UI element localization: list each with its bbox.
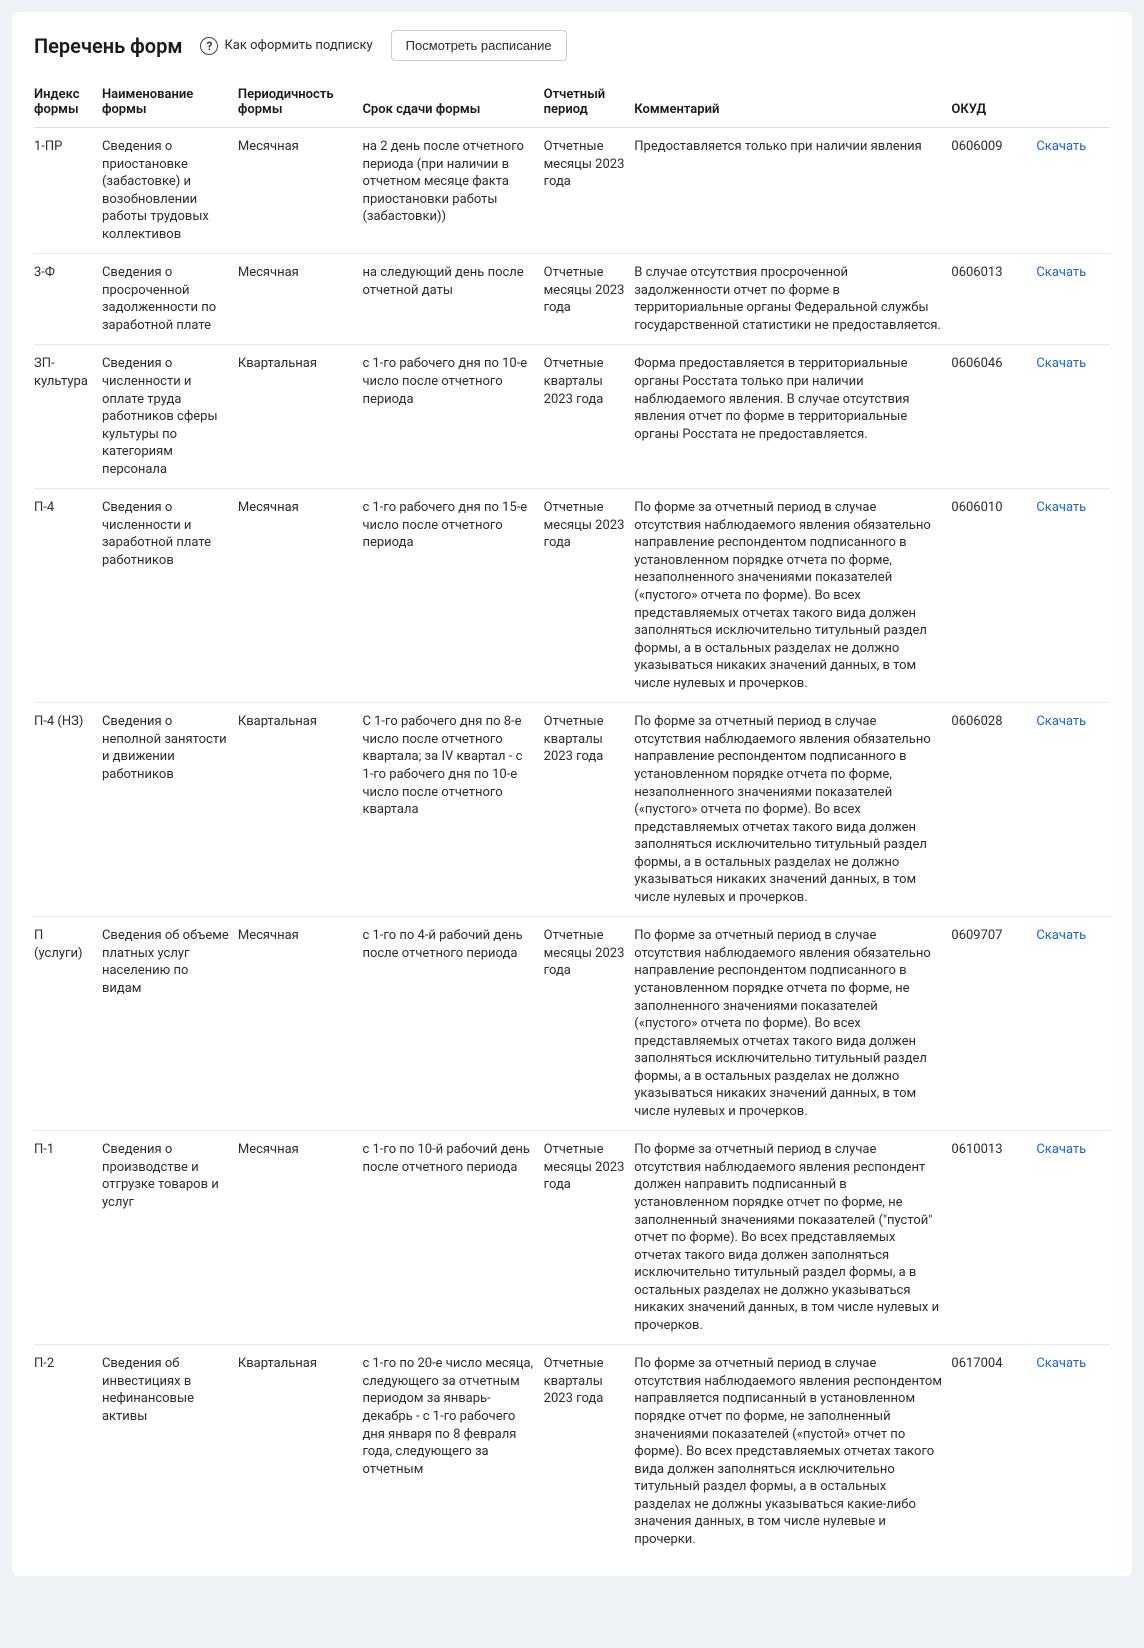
col-header-index: Индекс формы [34,77,102,128]
cell-index: П-1 [34,1131,102,1345]
cell-name: Сведения о численности и оплате труда ра… [102,345,238,489]
download-link[interactable]: Скачать [1036,139,1086,154]
table-row: П-1Сведения о производстве и отгрузке то… [34,1131,1110,1345]
download-link[interactable]: Скачать [1036,1356,1086,1371]
cell-comment: По форме за отчетный период в случае отс… [634,917,951,1131]
col-header-download [1036,77,1110,128]
col-header-deadline: Срок сдачи формы [362,77,543,128]
table-row: 3-ФСведения о просроченной задолженности… [34,254,1110,345]
cell-comment: По форме за отчетный период в случае отс… [634,1131,951,1345]
table-row: ЗП-культураСведения о численности и опла… [34,345,1110,489]
col-header-comment: Комментарий [634,77,951,128]
schedule-button[interactable]: Посмотреть расписание [391,30,567,61]
cell-periodicity: Квартальная [238,1345,363,1559]
cell-download: Скачать [1036,703,1110,917]
help-link[interactable]: ? Как оформить подписку [200,37,372,55]
cell-index: П-4 [34,489,102,703]
cell-report-period: Отчетные кварталы 2023 года [544,345,635,489]
col-header-okud: ОКУД [951,77,1036,128]
cell-download: Скачать [1036,345,1110,489]
download-link[interactable]: Скачать [1036,1142,1086,1157]
download-link[interactable]: Скачать [1036,265,1086,280]
cell-name: Сведения о просроченной задолженности по… [102,254,238,345]
table-row: П (услуги)Сведения об объеме платных усл… [34,917,1110,1131]
cell-comment: По форме за отчетный период в случае отс… [634,703,951,917]
download-link[interactable]: Скачать [1036,356,1086,371]
cell-report-period: Отчетные месяцы 2023 года [544,254,635,345]
cell-deadline: С 1-го рабочего дня по 8-е число после о… [362,703,543,917]
cell-name: Сведения о неполной занятости и движении… [102,703,238,917]
cell-report-period: Отчетные месяцы 2023 года [544,917,635,1131]
cell-download: Скачать [1036,1131,1110,1345]
cell-periodicity: Месячная [238,254,363,345]
col-header-periodicity: Периодичность формы [238,77,363,128]
download-link[interactable]: Скачать [1036,714,1086,729]
cell-okud: 0610013 [951,1131,1036,1345]
table-row: П-2Сведения об инвестициях в нефинансовы… [34,1345,1110,1559]
cell-okud: 0606046 [951,345,1036,489]
cell-periodicity: Месячная [238,128,363,254]
cell-periodicity: Месячная [238,489,363,703]
cell-name: Сведения об объеме платных услуг населен… [102,917,238,1131]
table-row: П-4Сведения о численности и заработной п… [34,489,1110,703]
cell-download: Скачать [1036,489,1110,703]
cell-periodicity: Квартальная [238,345,363,489]
cell-comment: По форме за отчетный период в случае отс… [634,1345,951,1559]
cell-periodicity: Месячная [238,917,363,1131]
cell-report-period: Отчетные кварталы 2023 года [544,703,635,917]
cell-comment: Предоставляется только при наличии явлен… [634,128,951,254]
cell-name: Сведения о приостановке (забастовке) и в… [102,128,238,254]
help-label: Как оформить подписку [224,38,372,53]
cell-download: Скачать [1036,1345,1110,1559]
cell-okud: 0606028 [951,703,1036,917]
cell-name: Сведения о численности и заработной плат… [102,489,238,703]
cell-periodicity: Квартальная [238,703,363,917]
table-row: П-4 (НЗ)Сведения о неполной занятости и … [34,703,1110,917]
cell-periodicity: Месячная [238,1131,363,1345]
download-link[interactable]: Скачать [1036,500,1086,515]
col-header-name: Наименование формы [102,77,238,128]
cell-comment: В случае отсутствия просроченной задолже… [634,254,951,345]
cell-deadline: с 1-го по 4-й рабочий день после отчетно… [362,917,543,1131]
cell-okud: 0609707 [951,917,1036,1131]
table-row: 1-ПРСведения о приостановке (забастовке)… [34,128,1110,254]
cell-okud: 0606010 [951,489,1036,703]
cell-deadline: с 1-го по 20-е число месяца, следующего … [362,1345,543,1559]
cell-comment: По форме за отчетный период в случае отс… [634,489,951,703]
help-icon: ? [200,37,218,55]
header-row: Перечень форм ? Как оформить подписку По… [34,30,1110,61]
cell-download: Скачать [1036,254,1110,345]
cell-name: Сведения о производстве и отгрузке товар… [102,1131,238,1345]
page-title: Перечень форм [34,34,182,58]
cell-download: Скачать [1036,917,1110,1131]
cell-okud: 0617004 [951,1345,1036,1559]
cell-index: ЗП-культура [34,345,102,489]
download-link[interactable]: Скачать [1036,928,1086,943]
forms-panel: Перечень форм ? Как оформить подписку По… [12,12,1132,1576]
cell-index: П-2 [34,1345,102,1559]
cell-index: 1-ПР [34,128,102,254]
cell-report-period: Отчетные месяцы 2023 года [544,489,635,703]
col-header-report-period: Отчетный период [544,77,635,128]
cell-okud: 0606009 [951,128,1036,254]
cell-report-period: Отчетные кварталы 2023 года [544,1345,635,1559]
cell-comment: Форма предоставляется в территориальные … [634,345,951,489]
forms-table: Индекс формы Наименование формы Периодич… [34,77,1110,1558]
cell-deadline: с 1-го рабочего дня по 15-е число после … [362,489,543,703]
cell-deadline: на 2 день после отчетного периода (при н… [362,128,543,254]
cell-name: Сведения об инвестициях в нефинансовые а… [102,1345,238,1559]
cell-okud: 0606013 [951,254,1036,345]
table-header-row: Индекс формы Наименование формы Периодич… [34,77,1110,128]
cell-deadline: на следующий день после отчетной даты [362,254,543,345]
cell-index: П (услуги) [34,917,102,1131]
cell-deadline: с 1-го рабочего дня по 10-е число после … [362,345,543,489]
cell-index: 3-Ф [34,254,102,345]
cell-report-period: Отчетные месяцы 2023 года [544,1131,635,1345]
cell-report-period: Отчетные месяцы 2023 года [544,128,635,254]
cell-deadline: с 1-го по 10-й рабочий день после отчетн… [362,1131,543,1345]
cell-download: Скачать [1036,128,1110,254]
cell-index: П-4 (НЗ) [34,703,102,917]
